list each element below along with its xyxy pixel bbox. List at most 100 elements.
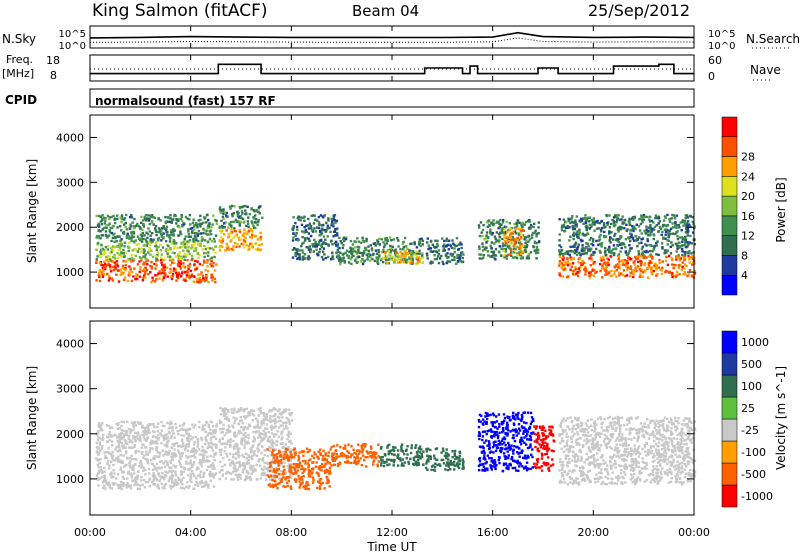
- range-cell: [652, 248, 655, 251]
- range-cell: [229, 240, 232, 243]
- range-cell: [179, 444, 182, 448]
- range-cell: [128, 271, 131, 274]
- range-cell: [569, 245, 572, 248]
- range-cell: [173, 240, 176, 243]
- range-cell: [176, 263, 180, 266]
- range-cell: [238, 216, 241, 219]
- range-cell: [107, 424, 111, 428]
- range-cell: [212, 278, 215, 281]
- range-cell: [611, 248, 615, 251]
- range-cell: [151, 255, 155, 259]
- range-cell: [147, 214, 150, 217]
- range-cell: [519, 248, 522, 252]
- range-cell: [618, 218, 622, 222]
- range-cell: [107, 234, 111, 237]
- range-cell: [338, 461, 342, 464]
- range-cell: [143, 271, 147, 275]
- range-cell: [501, 227, 505, 230]
- range-cell: [214, 428, 217, 432]
- range-cell: [280, 463, 283, 466]
- range-cell: [585, 252, 588, 255]
- range-cell: [127, 485, 130, 488]
- range-cell: [254, 248, 258, 251]
- range-cell: [184, 271, 187, 274]
- range-cell: [662, 236, 665, 239]
- range-cell: [95, 441, 99, 445]
- range-cell: [648, 229, 652, 232]
- range-cell: [266, 437, 270, 441]
- range-cell: [95, 446, 99, 449]
- range-cell: [116, 427, 119, 430]
- range-cell: [376, 242, 380, 245]
- range-cell: [210, 239, 214, 243]
- range-cell: [135, 431, 138, 435]
- range-cell: [252, 465, 255, 468]
- range-cell: [604, 266, 607, 270]
- range-cell: [116, 235, 119, 238]
- range-cell: [170, 422, 173, 425]
- range-cell: [177, 252, 181, 256]
- range-cell: [206, 265, 209, 268]
- range-cell: [219, 449, 222, 452]
- range-cell: [459, 241, 462, 244]
- range-cell: [627, 256, 630, 260]
- range-cell: [130, 256, 134, 260]
- range-cell: [159, 243, 162, 246]
- range-cell: [165, 225, 169, 228]
- range-cell: [317, 457, 320, 460]
- range-cell: [271, 478, 274, 482]
- range-cell: [242, 437, 245, 440]
- range-cell: [671, 272, 674, 275]
- range-cell: [626, 259, 629, 263]
- range-cell: [240, 210, 244, 213]
- range-cell: [641, 275, 644, 278]
- range-cell: [691, 257, 695, 261]
- range-cell: [280, 453, 283, 457]
- range-cell: [321, 215, 324, 218]
- range-cell: [110, 226, 114, 230]
- range-cell: [137, 470, 140, 473]
- range-cell: [415, 256, 418, 259]
- range-cell: [173, 452, 177, 455]
- range-cell: [453, 247, 456, 250]
- range-cell: [644, 250, 648, 254]
- range-cell: [610, 269, 613, 273]
- range-cell: [571, 262, 575, 265]
- range-cell: [224, 407, 227, 410]
- range-cell: [667, 229, 670, 232]
- range-cell: [564, 252, 567, 255]
- range-cell: [214, 430, 217, 433]
- range-cell: [199, 218, 202, 222]
- range-cell: [230, 238, 233, 242]
- range-cell: [227, 424, 231, 427]
- range-cell: [189, 477, 193, 480]
- range-cell: [131, 446, 134, 449]
- range-cell: [95, 433, 99, 437]
- range-cell: [278, 416, 281, 419]
- range-cell: [190, 274, 193, 278]
- power-ylabel: Slant Range [km]: [25, 159, 39, 263]
- range-cell: [180, 454, 184, 458]
- range-cell: [119, 468, 122, 471]
- range-cell: [461, 256, 464, 260]
- range-cell: [168, 477, 171, 481]
- range-cell: [230, 478, 233, 481]
- range-cell: [202, 277, 205, 280]
- range-cell: [197, 280, 200, 284]
- range-cell: [321, 481, 324, 485]
- range-cell: [239, 474, 242, 477]
- range-cell: [149, 234, 152, 237]
- range-cell: [575, 225, 578, 228]
- range-cell: [396, 256, 399, 259]
- range-cell: [314, 242, 317, 245]
- range-cell: [111, 457, 114, 460]
- range-cell: [442, 247, 445, 250]
- range-cell: [150, 423, 153, 426]
- range-cell: [111, 482, 115, 485]
- range-cell: [237, 432, 240, 435]
- range-cell: [159, 272, 162, 275]
- range-cell: [342, 259, 345, 262]
- range-cell: [254, 218, 258, 221]
- range-cell: [189, 472, 193, 475]
- range-cell: [153, 280, 157, 283]
